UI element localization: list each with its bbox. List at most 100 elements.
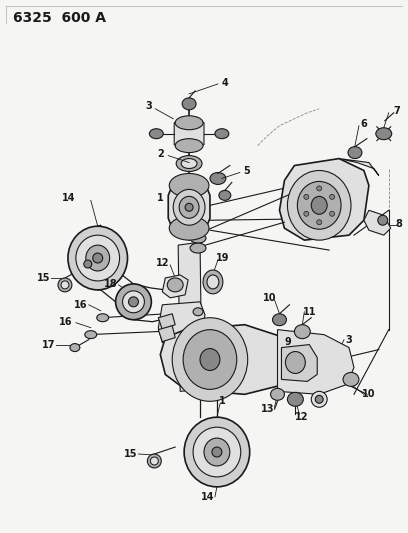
Polygon shape xyxy=(174,119,204,149)
Ellipse shape xyxy=(93,253,103,263)
Text: 6325  600 A: 6325 600 A xyxy=(13,11,106,25)
Text: 15: 15 xyxy=(38,273,51,283)
Polygon shape xyxy=(158,314,175,330)
Text: 12: 12 xyxy=(155,258,169,268)
Ellipse shape xyxy=(286,352,305,374)
Ellipse shape xyxy=(193,308,203,316)
Ellipse shape xyxy=(271,389,284,400)
Text: 7: 7 xyxy=(393,106,400,116)
Ellipse shape xyxy=(204,438,230,466)
Ellipse shape xyxy=(330,211,335,216)
Ellipse shape xyxy=(348,147,362,158)
Polygon shape xyxy=(282,345,317,382)
Ellipse shape xyxy=(182,98,196,110)
Polygon shape xyxy=(160,325,295,394)
Ellipse shape xyxy=(84,260,92,268)
Ellipse shape xyxy=(147,454,161,468)
Ellipse shape xyxy=(207,275,219,289)
Ellipse shape xyxy=(343,373,359,386)
Text: 10: 10 xyxy=(362,389,376,399)
Ellipse shape xyxy=(97,314,109,322)
Text: 17: 17 xyxy=(42,340,56,350)
Ellipse shape xyxy=(219,190,231,200)
Ellipse shape xyxy=(149,129,163,139)
Text: 15: 15 xyxy=(124,449,137,459)
Ellipse shape xyxy=(200,349,220,370)
Ellipse shape xyxy=(167,278,183,292)
Text: 1: 1 xyxy=(219,397,225,406)
Text: 1: 1 xyxy=(157,193,164,204)
Ellipse shape xyxy=(330,195,335,199)
Text: 16: 16 xyxy=(59,317,73,327)
Ellipse shape xyxy=(311,196,327,214)
Ellipse shape xyxy=(317,220,322,225)
Polygon shape xyxy=(162,275,188,298)
Text: 14: 14 xyxy=(62,193,75,204)
Ellipse shape xyxy=(212,447,222,457)
Ellipse shape xyxy=(181,158,197,168)
Text: 10: 10 xyxy=(263,293,276,303)
Polygon shape xyxy=(178,242,202,391)
Text: 19: 19 xyxy=(216,253,230,263)
Ellipse shape xyxy=(175,139,203,152)
Ellipse shape xyxy=(215,129,229,139)
Polygon shape xyxy=(158,326,175,342)
Ellipse shape xyxy=(175,116,203,130)
Text: 14: 14 xyxy=(201,492,215,502)
Ellipse shape xyxy=(193,427,241,477)
Text: 16: 16 xyxy=(74,300,88,310)
Text: 12: 12 xyxy=(295,412,308,422)
Ellipse shape xyxy=(203,270,223,294)
Ellipse shape xyxy=(179,196,199,218)
Text: 5: 5 xyxy=(243,166,250,175)
Ellipse shape xyxy=(172,318,248,401)
Ellipse shape xyxy=(61,281,69,289)
Ellipse shape xyxy=(184,417,250,487)
Ellipse shape xyxy=(183,330,237,389)
Ellipse shape xyxy=(76,235,120,281)
Text: 6: 6 xyxy=(361,119,367,129)
Ellipse shape xyxy=(311,391,327,407)
Text: 9: 9 xyxy=(284,337,291,346)
Ellipse shape xyxy=(273,314,286,326)
Ellipse shape xyxy=(315,395,323,403)
Ellipse shape xyxy=(304,211,309,216)
Text: 13: 13 xyxy=(261,404,274,414)
Ellipse shape xyxy=(317,186,322,191)
Text: 3: 3 xyxy=(346,335,353,345)
Ellipse shape xyxy=(287,171,351,240)
Ellipse shape xyxy=(297,181,341,229)
Ellipse shape xyxy=(169,173,209,197)
Ellipse shape xyxy=(304,195,309,199)
Ellipse shape xyxy=(129,297,138,307)
Ellipse shape xyxy=(185,203,193,211)
Ellipse shape xyxy=(68,226,128,290)
Text: 18: 18 xyxy=(104,279,118,289)
Ellipse shape xyxy=(287,392,303,406)
Ellipse shape xyxy=(210,173,226,184)
Ellipse shape xyxy=(58,278,72,292)
Ellipse shape xyxy=(70,344,80,352)
Ellipse shape xyxy=(193,326,203,334)
Ellipse shape xyxy=(190,243,206,253)
Ellipse shape xyxy=(176,156,202,172)
Ellipse shape xyxy=(169,216,209,240)
Ellipse shape xyxy=(122,291,144,313)
Polygon shape xyxy=(364,211,391,235)
Ellipse shape xyxy=(173,189,205,225)
Polygon shape xyxy=(279,158,369,240)
Ellipse shape xyxy=(86,245,110,271)
Ellipse shape xyxy=(115,284,151,320)
Polygon shape xyxy=(168,185,210,228)
Ellipse shape xyxy=(190,233,206,243)
Ellipse shape xyxy=(85,330,97,338)
Polygon shape xyxy=(277,330,354,394)
Polygon shape xyxy=(158,302,205,343)
Ellipse shape xyxy=(378,215,388,225)
Text: 8: 8 xyxy=(395,219,402,229)
Text: 11: 11 xyxy=(302,307,316,317)
Ellipse shape xyxy=(376,128,392,140)
Text: 3: 3 xyxy=(145,101,152,111)
Ellipse shape xyxy=(295,325,310,338)
Text: 2: 2 xyxy=(157,149,164,159)
